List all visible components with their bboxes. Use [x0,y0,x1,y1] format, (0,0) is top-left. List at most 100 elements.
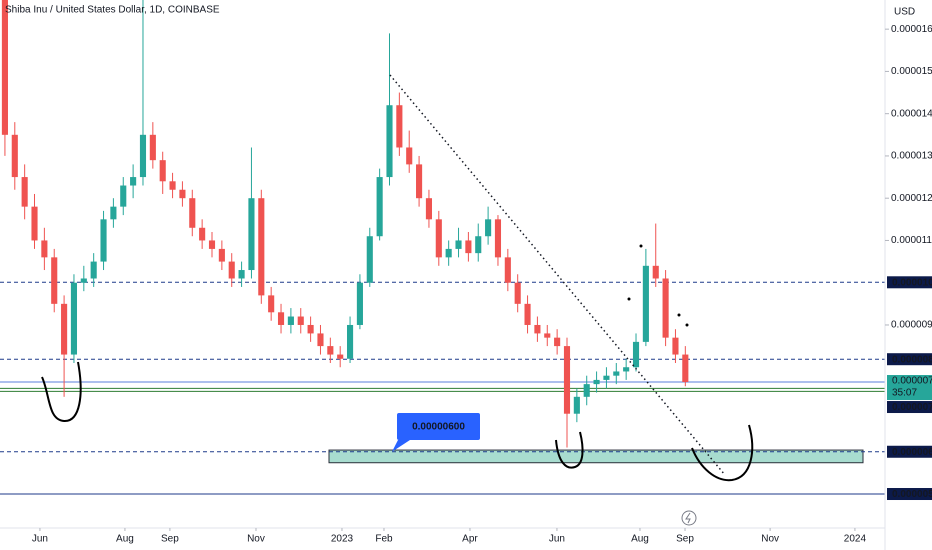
candle-body [169,181,176,190]
dot [639,244,643,248]
candle-body [376,177,383,237]
candle-body [189,198,196,228]
currency-label: USD [894,7,915,18]
candle-body [307,324,314,334]
candle-body [652,265,659,279]
chart-title: Shiba Inu / United States Dollar, 1D, CO… [5,5,220,16]
x-tick-label: Nov [247,534,265,545]
candle-body [524,303,531,325]
candle-body [11,134,18,178]
candle-body [682,354,689,383]
y-tick-label: 0.00001200 [891,193,932,204]
level-price-box [887,488,932,501]
callout-box [397,413,480,440]
hand-drawn-curve [691,424,754,482]
overlay: 0.00000600 [392,413,480,452]
level-price-label: 0.00000600 [892,447,932,458]
candle-body [356,282,363,325]
level-price-label: 0.00001001 [892,277,932,288]
candle-body [337,354,344,359]
dot [685,323,689,327]
countdown-label: 35:07 [892,388,917,399]
candle-body [642,265,649,342]
candle-body [563,346,571,414]
candle-body [248,198,255,271]
candle-body [110,206,117,220]
candle-body [445,248,452,258]
candle-body [583,384,590,397]
candle-body [366,236,373,283]
level-price-box [887,353,932,366]
level-price-label: 0.00000750 [892,402,932,413]
level-price-box [887,445,932,458]
candle-body [21,177,28,207]
candle-body [416,164,423,199]
y-tick-label: 0.00000900 [891,320,932,331]
x-tick-label: 2024 [844,534,867,545]
candle-body [425,198,432,220]
candle-body [258,198,265,296]
last-price-box [887,375,932,401]
level-price-box [887,276,932,289]
x-tick-label: Jun [32,534,48,545]
last-price-label: 0.00000765 [892,376,932,387]
y-tick-label: 0.00001300 [891,151,932,162]
candle-body [475,236,482,254]
candle-body [70,282,78,355]
candle-body [228,261,235,279]
level-price-label: 0.00000500 [892,489,932,500]
candle-body [514,282,521,304]
y-tick-label: 0.00001100 [891,235,932,246]
dot [627,297,631,301]
candle-body [80,278,87,283]
x-tick-label: Aug [116,534,134,545]
candle-body [485,219,492,237]
candle-body [130,177,137,186]
candle-body [544,333,551,338]
x-tick-label: Sep [676,534,694,545]
y-tick-label: 0.00001500 [891,66,932,77]
candle-body [672,337,679,355]
hand-drawn-curve [41,361,82,423]
candle-body [159,160,166,182]
candle-body [346,324,354,359]
hand-drawn-curve [555,431,584,469]
replay-icon[interactable] [681,510,697,526]
candle-body [199,227,206,241]
candle-body [149,134,156,161]
candle-body [554,337,561,347]
candle-body [120,185,127,207]
dot [677,313,681,317]
y-tick-label: 0.00001600 [891,24,932,35]
candle-body [494,219,502,258]
price-axis: 0.00001600 0.00001500 0.00001400 0.00001300… [32,24,932,545]
candle-body [100,219,107,262]
level-price-label: 0.00000819 [892,354,932,365]
support-zone [328,449,864,464]
plot-area [0,0,885,495]
candle-body [277,312,285,325]
candle-body [465,240,472,254]
candle-body [534,324,541,334]
candle-body [208,240,216,249]
candle-body [297,316,304,325]
x-tick-label: Feb [375,534,393,545]
candle-body [632,341,640,368]
x-tick-label: Aug [631,534,649,545]
candle-body [455,240,462,249]
candle-body [406,147,413,165]
candle-body [287,316,294,325]
trend-line [389,74,726,476]
candle-body [179,189,186,199]
candle-body [573,396,580,414]
x-tick-label: Apr [462,534,478,545]
candle-body [51,257,58,304]
candle-body [327,346,334,355]
candle-body [218,248,225,262]
candle-body [593,379,600,385]
candle-body [139,134,147,178]
candle-body [386,105,393,178]
callout-pointer [392,440,410,452]
